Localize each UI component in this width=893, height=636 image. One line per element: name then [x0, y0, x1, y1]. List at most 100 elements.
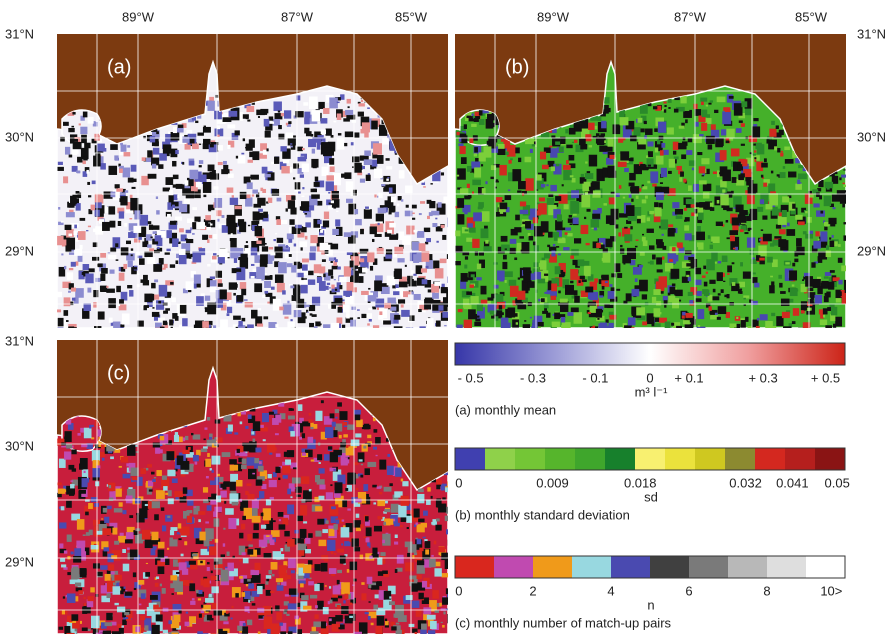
speckle — [494, 285, 499, 289]
speckle — [418, 488, 424, 492]
speckle — [823, 315, 825, 318]
speckle — [244, 606, 249, 612]
speckle — [564, 204, 569, 209]
speckle — [116, 286, 121, 292]
speckle — [107, 570, 111, 574]
speckle — [275, 233, 277, 234]
speckle — [221, 169, 229, 174]
speckle — [585, 134, 591, 140]
speckle — [601, 121, 606, 129]
speckle — [395, 468, 402, 477]
speckle — [364, 131, 368, 137]
speckle — [587, 209, 591, 212]
speckle — [359, 103, 365, 106]
speckle — [532, 144, 535, 147]
speckle — [397, 204, 399, 207]
speckle — [315, 177, 318, 182]
speckle — [251, 578, 255, 581]
speckle — [295, 111, 303, 117]
speckle — [67, 572, 71, 575]
speckle — [442, 625, 445, 628]
speckle — [66, 501, 72, 508]
speckle — [347, 473, 356, 485]
speckle — [119, 273, 125, 281]
speckle — [824, 296, 829, 302]
speckle — [626, 205, 635, 216]
speckle — [670, 287, 676, 294]
speckle — [377, 307, 379, 310]
colorbar-tick-label: 0.018 — [624, 475, 657, 490]
speckle — [474, 167, 481, 177]
speckle — [629, 183, 635, 187]
speckle — [708, 103, 711, 105]
speckle — [209, 594, 212, 598]
speckle — [276, 219, 281, 225]
speckle — [147, 257, 155, 264]
speckle — [253, 211, 260, 220]
speckle — [269, 247, 273, 250]
speckle — [384, 487, 392, 492]
speckle — [339, 411, 347, 420]
speckle — [818, 256, 823, 263]
speckle — [365, 516, 369, 521]
colorbar-tick-label: 0 — [455, 583, 462, 598]
speckle — [253, 533, 259, 539]
speckle — [394, 315, 400, 320]
speckle — [375, 299, 384, 308]
speckle — [776, 125, 779, 129]
speckle — [785, 262, 789, 264]
speckle — [273, 101, 281, 110]
speckle — [157, 247, 159, 249]
speckle — [391, 196, 396, 202]
speckle — [832, 235, 834, 238]
speckle — [589, 155, 597, 167]
speckle — [314, 424, 318, 429]
speckle — [427, 200, 432, 204]
speckle — [472, 180, 481, 186]
colorbar-segment — [785, 448, 816, 470]
speckle — [232, 195, 234, 197]
speckle — [457, 198, 464, 208]
speckle — [323, 607, 329, 614]
speckle — [174, 435, 179, 442]
speckle — [789, 299, 793, 303]
speckle — [121, 247, 129, 255]
speckle — [74, 225, 77, 229]
speckle — [551, 166, 555, 171]
speckle — [668, 171, 672, 174]
speckle — [233, 293, 236, 296]
speckle — [336, 211, 338, 212]
speckle — [394, 326, 403, 337]
speckle — [365, 468, 370, 475]
speckle — [331, 506, 336, 509]
speckle — [684, 208, 687, 211]
speckle — [209, 546, 217, 555]
speckle — [671, 269, 680, 279]
speckle — [308, 419, 312, 422]
speckle — [544, 308, 547, 311]
speckle — [124, 223, 127, 227]
speckle — [279, 519, 281, 521]
speckle — [624, 325, 632, 336]
speckle — [282, 466, 290, 474]
speckle — [682, 315, 685, 318]
speckle — [331, 302, 336, 309]
speckle — [153, 231, 157, 234]
speckle — [88, 117, 94, 124]
speckle — [312, 110, 321, 121]
speckle — [182, 318, 188, 326]
speckle — [406, 226, 414, 235]
speckle — [112, 528, 117, 535]
speckle — [297, 629, 302, 634]
speckle — [293, 467, 297, 469]
speckle — [654, 207, 661, 216]
speckle — [457, 168, 466, 179]
speckle — [356, 419, 363, 427]
speckle — [601, 276, 603, 278]
speckle — [544, 274, 548, 276]
speckle — [248, 414, 252, 419]
speckle — [584, 217, 586, 219]
speckle — [763, 234, 772, 242]
speckle — [165, 177, 173, 185]
speckle — [567, 312, 573, 316]
